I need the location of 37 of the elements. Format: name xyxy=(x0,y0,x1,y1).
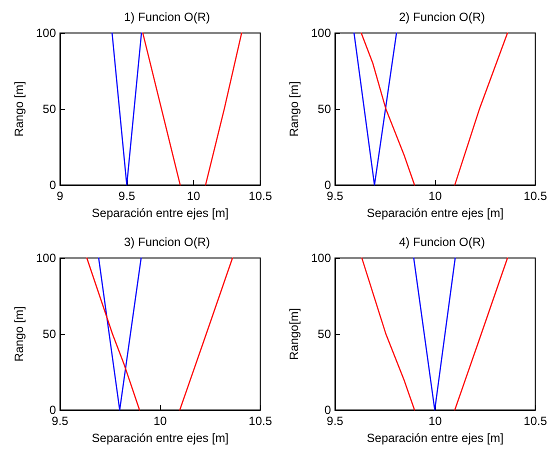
y-tick-label: 50 xyxy=(318,327,332,341)
y-tick-label: 0 xyxy=(324,403,332,417)
x-tick-label: 10.5 xyxy=(524,189,548,203)
x-axis-title: Separación entre ejes [m] xyxy=(92,206,229,220)
chart-title: 2) Funcion O(R) xyxy=(398,10,486,24)
y-tick-label: 50 xyxy=(42,327,56,341)
y-tick-label: 0 xyxy=(324,178,332,192)
x-tick-label: 9.5 xyxy=(52,414,69,428)
x-tick-label: 10 xyxy=(153,414,168,428)
y-axis-title: Rango[m] xyxy=(287,308,302,360)
y-tick-label: 100 xyxy=(36,26,56,40)
x-tick-label: 10.5 xyxy=(248,414,272,428)
y-tick-label: 100 xyxy=(310,251,332,265)
x-tick-label: 10 xyxy=(428,414,442,428)
x-tick-label: 10.5 xyxy=(248,189,272,203)
x-axis-title: Separación entre ejes [m] xyxy=(366,206,504,220)
x-tick-label: 10 xyxy=(428,189,442,203)
y-tick-label: 100 xyxy=(36,251,56,265)
y-tick-label: 100 xyxy=(310,26,332,40)
chart-title: 4) Funcion O(R) xyxy=(398,235,486,249)
x-axis-title: Separación entre ejes [m] xyxy=(92,431,229,445)
y-axis-title: Rango [m] xyxy=(12,81,26,137)
x-tick-label: 10 xyxy=(186,189,201,203)
x-tick-label: 10.5 xyxy=(524,414,548,428)
y-tick-label: 50 xyxy=(42,102,56,116)
x-tick-label: 9.5 xyxy=(326,414,344,428)
x-axis-title: Separación entre ejes [m] xyxy=(366,431,504,445)
x-tick-label: 9.5 xyxy=(118,189,136,203)
chart-title: 3) Funcion O(R) xyxy=(124,235,210,249)
chart-title: 1) Funcion O(R) xyxy=(124,10,210,24)
y-tick-label: 0 xyxy=(49,178,56,192)
x-tick-label: 9.5 xyxy=(326,189,344,203)
y-axis-title: Rango [m] xyxy=(287,81,302,137)
y-axis-title: Rango [m] xyxy=(12,306,26,362)
y-tick-label: 50 xyxy=(318,102,332,116)
y-tick-label: 0 xyxy=(49,403,56,417)
x-tick-label: 9 xyxy=(56,189,64,203)
